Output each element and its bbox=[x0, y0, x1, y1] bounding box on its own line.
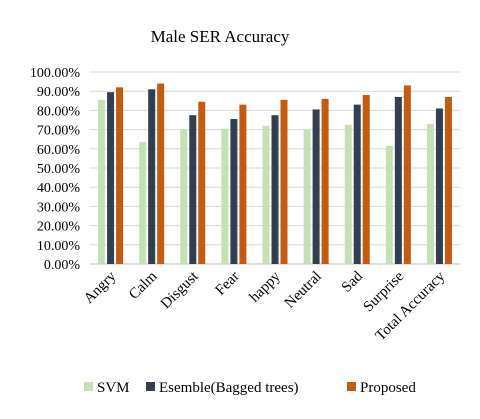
bar-proposed-disgust bbox=[198, 101, 206, 264]
bar-esemble-bagged-trees-happy bbox=[271, 115, 279, 264]
bar-svm-neutral bbox=[303, 129, 311, 264]
legend-label-esemble-bagged-trees: Esemble(Bagged trees) bbox=[159, 380, 299, 396]
bar-esemble-bagged-trees-sad bbox=[353, 104, 361, 264]
y-tick-label: 20.00% bbox=[37, 220, 81, 235]
bar-svm-total-accuracy bbox=[426, 123, 434, 264]
bar-svm-sad bbox=[344, 124, 352, 264]
bar-esemble-bagged-trees-angry bbox=[107, 92, 115, 264]
bar-esemble-bagged-trees-surprise bbox=[394, 96, 402, 265]
y-tick-label: 70.00% bbox=[37, 124, 81, 139]
y-tick-label: 60.00% bbox=[37, 143, 81, 158]
bar-esemble-bagged-trees-neutral bbox=[312, 109, 320, 264]
y-tick-label: 100.00% bbox=[30, 66, 81, 81]
y-tick-label: 10.00% bbox=[37, 239, 81, 254]
bar-svm-calm bbox=[139, 142, 147, 264]
x-tick-label-fear: Fear bbox=[213, 269, 243, 299]
x-tick-label-calm: Calm bbox=[126, 268, 161, 303]
bar-proposed-sad bbox=[362, 95, 370, 264]
bar-proposed-total-accuracy bbox=[444, 96, 452, 265]
x-tick-label-sad: Sad bbox=[339, 268, 367, 296]
y-tick-label: 30.00% bbox=[37, 200, 81, 215]
x-tick-label-neutral: Neutral bbox=[282, 269, 325, 312]
y-tick-label: 40.00% bbox=[37, 181, 81, 196]
bar-proposed-happy bbox=[280, 99, 288, 264]
legend-swatch-esemble-bagged-trees bbox=[146, 382, 155, 391]
y-axis-tick-labels: 0.00% 10.00% 20.00% 30.00% 40.00% 50.00% 60.00… bbox=[30, 66, 81, 273]
bar-svm-surprise bbox=[385, 145, 393, 264]
bar-esemble-bagged-trees-disgust bbox=[189, 115, 197, 264]
y-tick-label: 90.00% bbox=[37, 85, 81, 100]
bar-svm-happy bbox=[262, 125, 270, 264]
legend-label-proposed: Proposed bbox=[360, 380, 416, 396]
y-tick-label: 50.00% bbox=[37, 162, 81, 177]
bar-svm-fear bbox=[221, 128, 229, 264]
bar-esemble-bagged-trees-total-accuracy bbox=[435, 108, 443, 264]
bar-esemble-bagged-trees-calm bbox=[148, 89, 156, 264]
y-tick-label: 0.00% bbox=[44, 258, 81, 273]
x-tick-label-angry: Angry bbox=[81, 268, 120, 307]
legend: SVM Esemble(Bagged trees) Proposed bbox=[84, 380, 416, 396]
x-tick-label-disgust: Disgust bbox=[158, 268, 202, 312]
bar-svm-angry bbox=[98, 99, 106, 264]
legend-swatch-svm bbox=[84, 382, 93, 391]
bar-proposed-surprise bbox=[403, 85, 411, 264]
x-tick-label-happy: happy bbox=[247, 268, 285, 306]
legend-swatch-proposed bbox=[347, 382, 356, 391]
chart-title: Male SER Accuracy bbox=[151, 27, 290, 46]
bar-proposed-fear bbox=[239, 104, 247, 264]
bar-proposed-calm bbox=[157, 83, 165, 265]
bar-proposed-neutral bbox=[321, 98, 329, 264]
bar-proposed-angry bbox=[116, 87, 124, 264]
bars bbox=[98, 83, 452, 265]
bar-svm-disgust bbox=[180, 129, 188, 264]
bar-esemble-bagged-trees-fear bbox=[230, 119, 238, 264]
y-tick-label: 80.00% bbox=[37, 104, 81, 119]
legend-label-svm: SVM bbox=[97, 380, 130, 396]
